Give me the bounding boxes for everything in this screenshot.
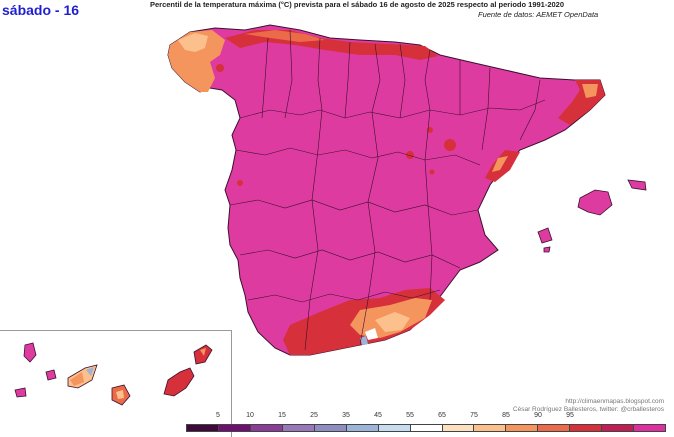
legend-tick-label: 25 — [310, 412, 318, 419]
galicia-mild-patch — [178, 33, 208, 52]
legend-tick-label: 75 — [470, 412, 478, 419]
credits-url: http://climaenmapas.blogspot.com — [565, 398, 664, 405]
la-gomera — [45, 369, 57, 381]
legend-swatch — [474, 425, 507, 431]
legend-tick-label: 15 — [278, 412, 286, 419]
legend-swatch — [187, 425, 219, 431]
valencia-coast — [485, 150, 520, 182]
spot-4 — [237, 180, 243, 186]
andalusia-cool — [360, 336, 368, 345]
mallorca — [577, 189, 613, 216]
legend-swatch — [538, 425, 571, 431]
mainland-spain — [167, 24, 606, 356]
legend-swatch — [570, 425, 603, 431]
fuerteventura — [163, 367, 195, 397]
legend-swatch — [410, 425, 443, 431]
tenerife-warm — [70, 372, 84, 386]
la-palma — [23, 342, 37, 363]
credits: http://climaenmapas.blogspot.com César R… — [513, 398, 664, 414]
spot-1 — [444, 139, 456, 151]
legend-tick-label: 35 — [342, 412, 350, 419]
canary-islands — [14, 342, 213, 406]
legend-swatch — [314, 425, 347, 431]
legend-swatch — [250, 425, 283, 431]
menorca — [627, 179, 647, 191]
province-borders — [229, 29, 546, 351]
legend-tick-label: 5 — [216, 412, 220, 419]
balearic-islands — [537, 179, 647, 253]
day-title: sábado - 16 — [2, 2, 80, 18]
spot-5 — [216, 64, 224, 72]
ibiza — [537, 227, 553, 244]
cantabrian-coast — [245, 30, 325, 42]
credits-author: César Rodríguez Ballesteros, twitter: @c… — [512, 406, 664, 413]
catalonia-warm — [582, 84, 598, 98]
spot-2 — [406, 151, 414, 159]
legend-tick-label: 45 — [374, 412, 382, 419]
legend-swatch — [282, 425, 315, 431]
formentera — [543, 246, 551, 253]
legend-tick-label: 95 — [566, 412, 574, 419]
legend-bar — [186, 424, 666, 432]
color-legend: 5 10 15 25 35 45 55 65 75 85 90 95 — [186, 412, 666, 432]
legend-swatch — [378, 425, 411, 431]
tenerife-cool — [86, 367, 94, 376]
gran-canaria-center — [116, 390, 124, 399]
legend-swatch — [442, 425, 475, 431]
legend-swatch — [218, 425, 251, 431]
legend-swatch — [602, 425, 635, 431]
canary-inset-frame — [0, 330, 232, 437]
legend-tick-label: 85 — [502, 412, 510, 419]
legend-swatch — [506, 425, 539, 431]
map-source: Fuente de datos: AEMET OpenData — [478, 10, 599, 19]
andalusia-neutral — [365, 328, 378, 340]
el-hierro — [14, 387, 27, 398]
spot-3 — [427, 127, 433, 133]
andalusia-mild — [375, 312, 410, 332]
spot-6 — [429, 169, 435, 175]
legend-tick-label: 55 — [406, 412, 414, 419]
legend-swatch — [634, 425, 666, 431]
legend-tick-label: 10 — [246, 412, 254, 419]
legend-tick-label: 90 — [534, 412, 542, 419]
map-title: Percentil de la temperatura máxima (°C) … — [150, 0, 565, 9]
valencia-warm — [492, 156, 508, 172]
lanzarote-warm — [200, 348, 206, 356]
legend-swatch — [346, 425, 379, 431]
legend-tick-label: 65 — [438, 412, 446, 419]
